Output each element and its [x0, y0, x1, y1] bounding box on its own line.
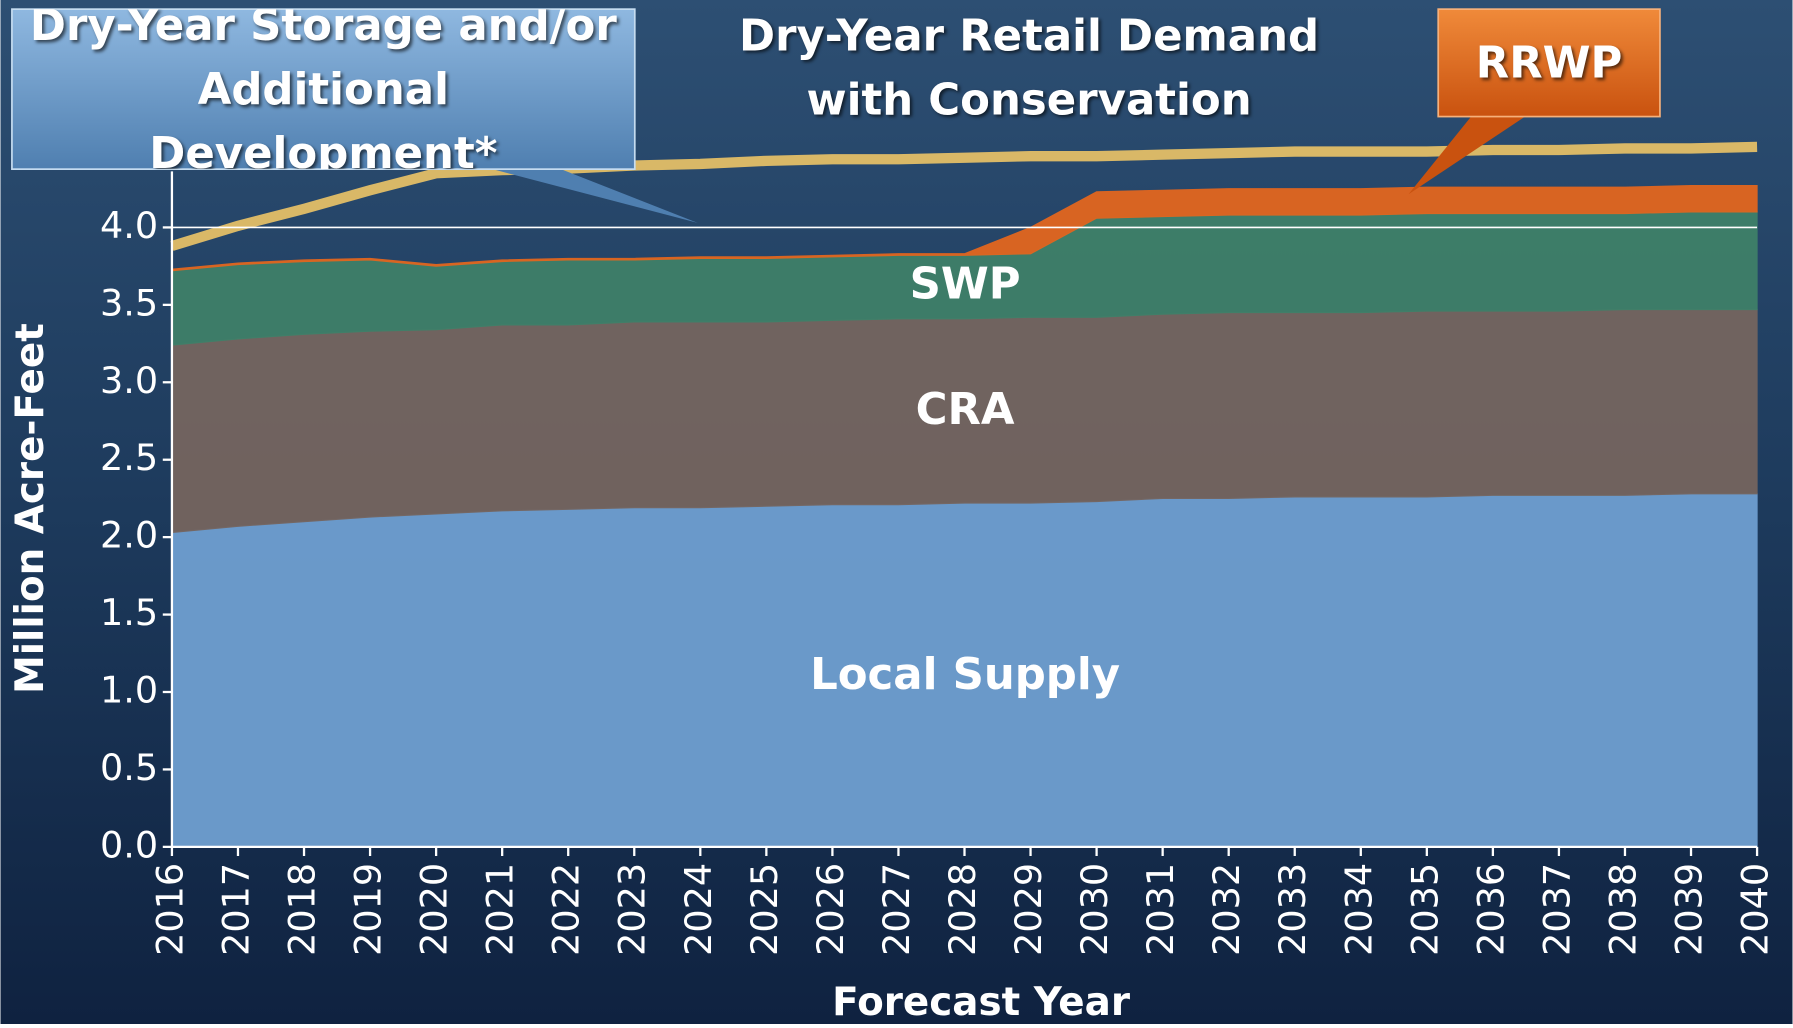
x-tick-label: 2031 [1139, 863, 1182, 956]
x-tick-label: 2030 [1073, 863, 1116, 956]
x-axis-title: Forecast Year [832, 980, 1131, 1024]
x-tick-label: 2018 [281, 863, 324, 956]
line [170, 141, 1758, 251]
y-axis-title: Million Acre-Feet [8, 323, 53, 694]
plot-area: Local Supply CRA SWP 0.0 0.5 1.0 1.5 2.0 2.5 3.0 3… [100, 141, 1777, 956]
x-tick-label: 2026 [809, 863, 852, 956]
x-tick-label: 2033 [1271, 863, 1314, 956]
x-tick-label: 2039 [1668, 863, 1711, 956]
callout: Dry-Year Retail Demand with Conservation [739, 10, 1320, 125]
series-label: Dry-Year Retail Demand with Conservation [739, 10, 1320, 125]
x-tick-label: 2022 [545, 863, 588, 956]
y-tick-label: 1.5 [100, 591, 158, 634]
x-tick-label: 2037 [1535, 863, 1578, 956]
x-tick-label: 2034 [1337, 863, 1380, 956]
x-tick-label: 2020 [413, 863, 456, 956]
area [171, 185, 1758, 272]
y-tick-label: 3.0 [100, 359, 158, 402]
series-label: RRWP [1475, 37, 1623, 88]
series-label: SWP [910, 259, 1021, 309]
x-tick-label: 2027 [875, 863, 918, 956]
y-tick-label: 4.0 [100, 204, 158, 247]
callout-pointer [457, 160, 698, 223]
callout-pointer [1408, 112, 1532, 195]
callout: RRWP [1475, 37, 1623, 88]
y-tick-label: 0.0 [100, 823, 158, 866]
annotation: Dry-Year Storage and/or Additional Devel… [29, 9, 617, 170]
series-label: Local Supply [810, 650, 1120, 700]
x-tick-label: 2032 [1205, 863, 1248, 956]
x-tick-label: 2021 [479, 863, 522, 956]
x-tick-label: 2017 [214, 863, 257, 956]
y-tick-label: 1.0 [100, 669, 158, 712]
y-tick-label: 2.0 [100, 514, 158, 557]
x-tick-label: 2040 [1734, 863, 1777, 956]
x-tick-label: 2019 [347, 863, 390, 956]
x-tick-label: 2036 [1469, 863, 1512, 956]
x-tick-label: 2025 [743, 863, 786, 956]
callout-box [11, 8, 636, 170]
x-tick-label: 2028 [941, 863, 984, 956]
x-tick-label: 2023 [611, 863, 654, 956]
callout-box [1437, 8, 1661, 118]
series-label: CRA [916, 385, 1015, 435]
y-tick-label: 2.5 [100, 436, 158, 479]
x-tick-label: 2035 [1403, 863, 1446, 956]
x-tick-label: 2016 [148, 863, 191, 956]
x-tick-label: 2038 [1601, 863, 1644, 956]
x-tick-label: 2029 [1007, 863, 1050, 956]
y-tick-label: 3.5 [100, 281, 158, 324]
x-tick-label: 2024 [677, 863, 720, 956]
y-tick-label: 0.5 [100, 746, 158, 789]
callout: Dry-Year Storage and/or Additional Devel… [29, 9, 617, 170]
